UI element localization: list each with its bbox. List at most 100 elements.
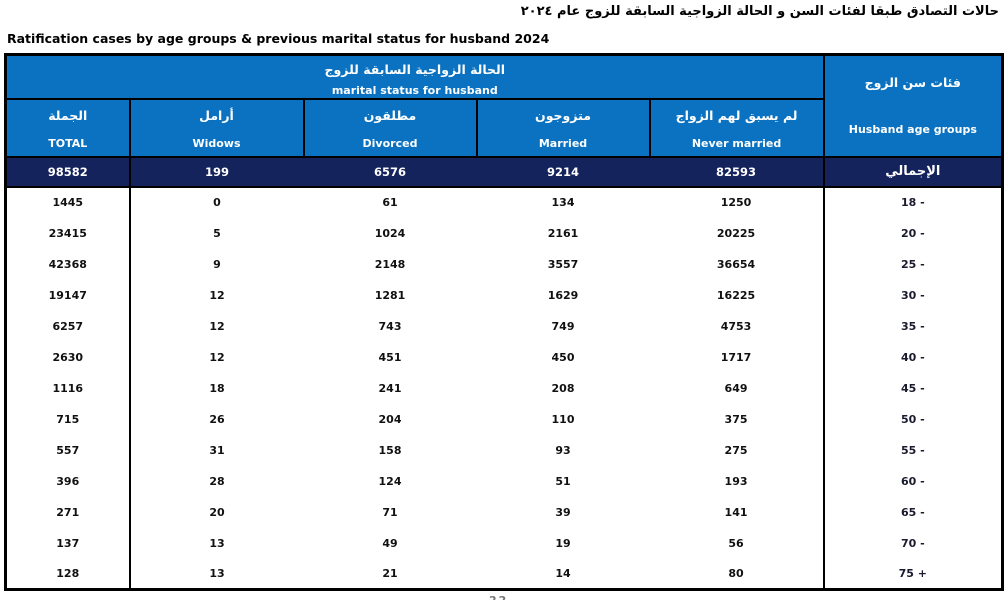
- cell-never-married: 16225: [649, 279, 824, 311]
- table-row: 128 13 21 14 80 75 +: [5, 558, 1003, 590]
- cell-widows: 18: [129, 372, 304, 404]
- cell-total: 42368: [5, 248, 131, 280]
- table-row: 23415 5 1024 2161 20225 20 -: [5, 217, 1003, 249]
- column-header-never-married-arabic: لم يسبق لهم الزواج: [675, 108, 798, 124]
- cell-never-married: 649: [649, 372, 824, 404]
- column-header-total-arabic: الجملة: [48, 108, 88, 124]
- cell-total: 19147: [5, 279, 131, 311]
- cell-widows: 12: [129, 279, 304, 311]
- cell-age-group: 20 -: [822, 217, 1003, 249]
- cell-divorced: 743: [303, 310, 477, 342]
- cell-widows: 12: [129, 341, 304, 373]
- table-row: 6257 12 743 749 4753 35 -: [5, 310, 1003, 342]
- cell-divorced: 61: [303, 186, 477, 218]
- column-header-never-married-english: Never married: [691, 136, 782, 150]
- cell-age-group: 45 -: [822, 372, 1003, 404]
- cell-never-married: 80: [649, 558, 824, 590]
- cell-married: 93: [476, 434, 650, 466]
- cell-married: 14: [476, 558, 650, 590]
- cell-total: 128: [5, 558, 131, 590]
- cell-age-group: 65 -: [822, 496, 1003, 528]
- cell-never-married: 1250: [649, 186, 824, 218]
- cell-divorced: 21: [303, 558, 477, 590]
- header-age-groups-english: Husband age groups: [848, 123, 977, 136]
- cell-widows: 13: [129, 527, 304, 559]
- cell-married: 450: [476, 341, 650, 373]
- cell-widows: 20: [129, 496, 304, 528]
- cell-divorced: 71: [303, 496, 477, 528]
- cell-married: 110: [476, 403, 650, 435]
- cell-married: 51: [476, 465, 650, 497]
- table-row: 557 31 158 93 275 55 -: [5, 434, 1003, 466]
- cell-married: 2161: [476, 217, 650, 249]
- cell-married: 19: [476, 527, 650, 559]
- cell-widows: 12: [129, 310, 304, 342]
- column-header-widows-arabic: أرامل: [199, 108, 234, 124]
- table-row-grand-total: 98582 199 6576 9214 82593 الإجمالي: [5, 155, 1003, 188]
- header-marital-status-arabic: الحالة الزواجية السابقة للزوج: [324, 62, 506, 77]
- cell-age-group: 50 -: [822, 403, 1003, 435]
- cell-total: 1116: [5, 372, 131, 404]
- page-title-arabic: حالات التصادق طبقا لفئات السن و الحالة ا…: [520, 4, 999, 19]
- cell-never-married: 141: [649, 496, 824, 528]
- cell-married: 1629: [476, 279, 650, 311]
- cell-age-group: 25 -: [822, 248, 1003, 280]
- cell-total: 6257: [5, 310, 131, 342]
- cell-married: 208: [476, 372, 650, 404]
- grand-total-total: 98582: [5, 155, 131, 188]
- table-row: 2630 12 451 450 1717 40 -: [5, 341, 1003, 373]
- cell-divorced: 204: [303, 403, 477, 435]
- cell-married: 134: [476, 186, 650, 218]
- cell-widows: 5: [129, 217, 304, 249]
- grand-total-married: 9214: [476, 155, 650, 188]
- cell-never-married: 20225: [649, 217, 824, 249]
- page-title-english: Ratification cases by age groups & previ…: [7, 31, 550, 46]
- table-row-column-headers: الجملة TOTAL أرامل Widows مطلقون Divorce…: [4, 97, 1003, 158]
- column-header-total: الجملة TOTAL: [4, 97, 131, 158]
- column-header-divorced: مطلقون Divorced: [302, 97, 478, 158]
- cell-total: 2630: [5, 341, 131, 373]
- grand-total-never-married: 82593: [649, 155, 824, 188]
- grand-total-widows: 199: [129, 155, 304, 188]
- cell-total: 1445: [5, 186, 131, 218]
- table-row: 1116 18 241 208 649 45 -: [5, 372, 1003, 404]
- cell-total: 396: [5, 465, 131, 497]
- cell-divorced: 49: [303, 527, 477, 559]
- grand-total-label: الإجمالي: [822, 155, 1003, 188]
- cell-divorced: 1281: [303, 279, 477, 311]
- cell-age-group: 18 -: [822, 186, 1003, 218]
- header-marital-status: الحالة الزواجية السابقة للزوج marital st…: [4, 53, 825, 100]
- column-header-never-married: لم يسبق لهم الزواج Never married: [648, 97, 825, 158]
- table-row: 271 20 71 39 141 65 -: [5, 496, 1003, 528]
- header-marital-status-english: marital status for husband: [331, 83, 498, 97]
- cell-married: 3557: [476, 248, 650, 280]
- column-header-widows-english: Widows: [192, 136, 241, 150]
- cell-married: 749: [476, 310, 650, 342]
- cell-widows: 28: [129, 465, 304, 497]
- cell-widows: 26: [129, 403, 304, 435]
- cell-total: 23415: [5, 217, 131, 249]
- cell-age-group: 75 +: [822, 558, 1003, 590]
- table-row: 42368 9 2148 3557 36654 25 -: [5, 248, 1003, 280]
- column-header-married-english: Married: [538, 136, 588, 150]
- grand-total-divorced: 6576: [303, 155, 477, 188]
- cell-never-married: 56: [649, 527, 824, 559]
- table-row: 19147 12 1281 1629 16225 30 -: [5, 279, 1003, 311]
- cell-age-group: 70 -: [822, 527, 1003, 559]
- cell-age-group: 55 -: [822, 434, 1003, 466]
- column-header-total-english: TOTAL: [48, 136, 88, 150]
- column-header-married-arabic: متزوجون: [535, 108, 591, 124]
- cell-never-married: 375: [649, 403, 824, 435]
- table-row: 1445 0 61 134 1250 18 -: [5, 186, 1003, 218]
- table-row: 396 28 124 51 193 60 -: [5, 465, 1003, 497]
- cell-total: 137: [5, 527, 131, 559]
- cell-divorced: 158: [303, 434, 477, 466]
- cell-never-married: 275: [649, 434, 824, 466]
- cell-age-group: 60 -: [822, 465, 1003, 497]
- cell-divorced: 1024: [303, 217, 477, 249]
- cell-age-group: 40 -: [822, 341, 1003, 373]
- cell-never-married: 1717: [649, 341, 824, 373]
- table-row: 715 26 204 110 375 50 -: [5, 403, 1003, 435]
- column-header-divorced-arabic: مطلقون: [363, 108, 417, 124]
- cell-married: 39: [476, 496, 650, 528]
